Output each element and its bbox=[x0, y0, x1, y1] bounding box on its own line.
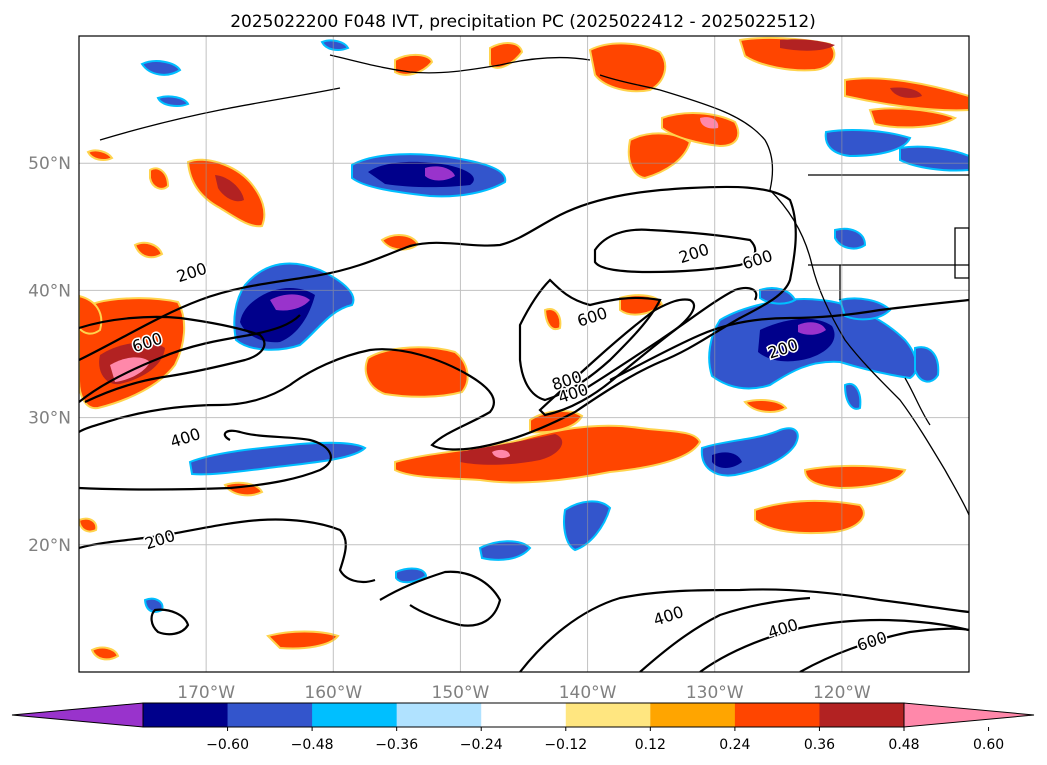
colorbar-segment bbox=[396, 703, 482, 727]
colorbar-segment bbox=[227, 703, 313, 727]
colorbar-tick-label: 0.12 bbox=[635, 737, 666, 753]
colorbar-tick-label: −0.12 bbox=[544, 737, 587, 753]
latitude-tick-label: 20°N bbox=[28, 536, 71, 556]
longitude-tick-label: 140°W bbox=[559, 683, 617, 703]
latitude-tick-label: 50°N bbox=[28, 154, 71, 174]
colorbar-tick-label: 0.36 bbox=[804, 737, 835, 753]
colorbar-frame bbox=[142, 702, 905, 728]
colorbar-tick-label: 0.60 bbox=[973, 737, 1004, 753]
map-frame bbox=[78, 35, 970, 673]
colorbar-tick-label: −0.48 bbox=[291, 737, 334, 753]
gridlines bbox=[79, 36, 969, 672]
latitude-labels: 50°N 40°N 30°N 20°N bbox=[28, 154, 71, 556]
longitude-tick-label: 120°W bbox=[813, 683, 871, 703]
coastlines bbox=[99, 54, 969, 516]
colorbar-tick-label: −0.60 bbox=[206, 737, 249, 753]
longitude-tick-label: 160°W bbox=[304, 683, 362, 703]
colorbar: −0.60 −0.48 −0.36 −0.24 −0.12 0.12 0.24 0.36 0.4… bbox=[11, 702, 1035, 753]
colorbar-extend-low bbox=[11, 702, 144, 728]
ivt-contour-lines bbox=[79, 185, 969, 672]
colorbar-segment bbox=[734, 703, 820, 727]
colorbar-tick-label: −0.36 bbox=[375, 737, 418, 753]
colorbar-extend-high bbox=[903, 702, 1035, 728]
longitude-tick-label: 150°W bbox=[432, 683, 490, 703]
longitude-tick-label: 130°W bbox=[686, 683, 744, 703]
colorbar-segment bbox=[481, 703, 567, 727]
latitude-tick-label: 40°N bbox=[28, 281, 71, 301]
latitude-tick-label: 30°N bbox=[28, 409, 71, 429]
colorbar-tick-label: −0.24 bbox=[460, 737, 503, 753]
colorbar-segment bbox=[312, 703, 398, 727]
colorbar-tick-label: 0.24 bbox=[719, 737, 750, 753]
map-title: 2025022200 F048 IVT, precipitation PC (2… bbox=[230, 12, 816, 32]
colorbar-segment bbox=[650, 703, 736, 727]
map-area bbox=[78, 35, 970, 673]
colorbar-segment bbox=[819, 703, 905, 727]
colorbar-segment bbox=[143, 703, 229, 727]
colorbar-tick-label: 0.48 bbox=[888, 737, 919, 753]
precipitation-anomaly-fill bbox=[79, 36, 969, 661]
longitude-labels: 170°W 160°W 150°W 140°W 130°W 120°W bbox=[177, 683, 871, 703]
colorbar-segment bbox=[565, 703, 651, 727]
longitude-tick-label: 170°W bbox=[177, 683, 235, 703]
